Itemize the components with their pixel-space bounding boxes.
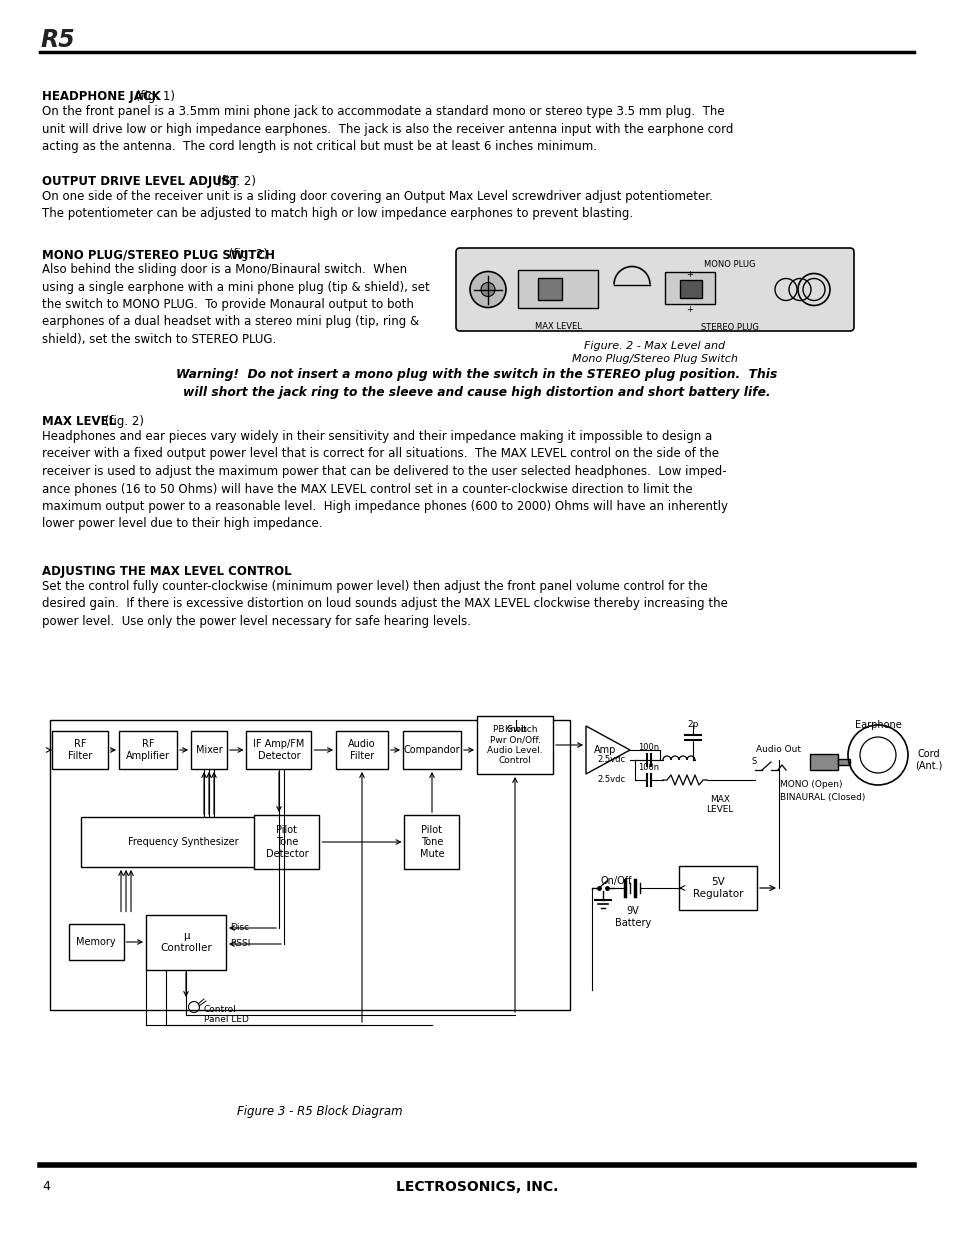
Text: IF Amp/FM
Detector: IF Amp/FM Detector [253, 740, 304, 761]
Text: (fig. 2): (fig. 2) [101, 415, 144, 429]
Bar [335, 731, 388, 769]
Text: MONO PLUG: MONO PLUG [703, 261, 755, 269]
Bar [402, 731, 460, 769]
Text: Set the control fully counter-clockwise (minimum power level) then adjust the fr: Set the control fully counter-clockwise … [42, 580, 727, 629]
Text: Also behind the sliding door is a Mono/Binaural switch.  When
using a single ear: Also behind the sliding door is a Mono/B… [42, 263, 429, 346]
Text: Pilot
Tone
Mute: Pilot Tone Mute [419, 825, 444, 858]
Text: BINAURAL (Closed): BINAURAL (Closed) [780, 793, 864, 802]
Bar [517, 270, 598, 308]
Text: Earphone: Earphone [854, 720, 901, 730]
Circle shape [480, 283, 495, 296]
Text: Cord
(Ant.): Cord (Ant.) [914, 750, 942, 771]
Text: Frequency Synthesizer: Frequency Synthesizer [128, 837, 238, 847]
Text: Control
Panel LED: Control Panel LED [204, 1005, 249, 1024]
Text: Headphones and ear pieces vary widely in their sensitivity and their impedance m: Headphones and ear pieces vary widely in… [42, 430, 727, 531]
Polygon shape [585, 726, 629, 774]
Text: Memory: Memory [76, 937, 115, 947]
Text: 2.5vdc: 2.5vdc [598, 756, 625, 764]
Text: On/Off: On/Off [599, 876, 631, 885]
Circle shape [470, 272, 505, 308]
Text: (fig. 2): (fig. 2) [213, 175, 256, 188]
Text: Disc: Disc [230, 924, 249, 932]
Text: MONO PLUG/STEREO PLUG SWITCH: MONO PLUG/STEREO PLUG SWITCH [42, 248, 274, 261]
Text: HEADPHONE JACK: HEADPHONE JACK [42, 90, 161, 103]
Text: +: + [686, 270, 693, 279]
Bar [837, 760, 849, 764]
Text: RSSI: RSSI [230, 940, 250, 948]
Bar [52, 731, 108, 769]
Bar [679, 280, 701, 298]
Text: On the front panel is a 3.5mm mini phone jack to accommodate a standard mono or : On the front panel is a 3.5mm mini phone… [42, 105, 733, 153]
Text: Mono Plug/Stereo Plug Switch: Mono Plug/Stereo Plug Switch [572, 354, 738, 364]
FancyBboxPatch shape [456, 248, 853, 331]
Text: (fig. 1): (fig. 1) [132, 90, 174, 103]
Text: R5: R5 [40, 28, 74, 52]
Bar [809, 755, 837, 769]
Text: Figure 3 - R5 Block Diagram: Figure 3 - R5 Block Diagram [237, 1105, 402, 1118]
Text: MONO (Open): MONO (Open) [780, 781, 841, 789]
Text: LECTROSONICS, INC.: LECTROSONICS, INC. [395, 1179, 558, 1194]
Text: RF
Filter: RF Filter [68, 740, 92, 761]
Text: MAX LEVEL: MAX LEVEL [534, 322, 580, 331]
Text: PB Switch
Pwr On/Off.
Audio Level.
Control: PB Switch Pwr On/Off. Audio Level. Contr… [487, 725, 542, 766]
Bar [191, 731, 227, 769]
Bar [679, 866, 757, 910]
Text: 2.5vdc: 2.5vdc [598, 776, 625, 784]
Text: Figure. 2 - Max Level and: Figure. 2 - Max Level and [584, 341, 725, 351]
Text: 5V
Regulator: 5V Regulator [692, 877, 742, 899]
Text: 2p: 2p [686, 720, 698, 729]
Text: Knob: Knob [504, 725, 527, 734]
Text: RF
Amplifier: RF Amplifier [126, 740, 170, 761]
Bar [254, 815, 319, 869]
Text: μ
Controller: μ Controller [160, 931, 212, 952]
Text: Audio Out: Audio Out [755, 745, 801, 755]
Bar [404, 815, 459, 869]
Text: OUTPUT DRIVE LEVEL ADJUST: OUTPUT DRIVE LEVEL ADJUST [42, 175, 238, 188]
Text: MAX
LEVEL: MAX LEVEL [705, 795, 733, 814]
Text: S: S [751, 757, 756, 767]
Text: STEREO PLUG: STEREO PLUG [700, 324, 759, 332]
Text: 4: 4 [42, 1179, 50, 1193]
Text: MAX LEVEL: MAX LEVEL [42, 415, 116, 429]
Text: Mixer: Mixer [195, 745, 222, 755]
Bar [119, 731, 177, 769]
Bar [476, 716, 553, 774]
Bar [146, 914, 226, 969]
Text: On one side of the receiver unit is a sliding door covering an Output Max Level : On one side of the receiver unit is a sl… [42, 190, 712, 221]
Bar [246, 731, 312, 769]
Bar [537, 278, 561, 300]
Bar [80, 818, 285, 867]
Text: Pilot
Tone
Detector: Pilot Tone Detector [265, 825, 308, 858]
Text: (fig. 2): (fig. 2) [225, 248, 268, 261]
Text: +: + [686, 305, 693, 314]
Text: Amp: Amp [593, 745, 616, 755]
Text: ADJUSTING THE MAX LEVEL CONTROL: ADJUSTING THE MAX LEVEL CONTROL [42, 564, 292, 578]
Bar [664, 272, 714, 304]
Text: 100n: 100n [638, 763, 659, 772]
Text: Warning!  Do not insert a mono plug with the switch in the STEREO plug position.: Warning! Do not insert a mono plug with … [176, 368, 777, 399]
Text: 9V
Battery: 9V Battery [615, 906, 651, 927]
Bar [69, 924, 123, 960]
Bar [50, 720, 569, 1010]
Text: Audio
Filter: Audio Filter [348, 740, 375, 761]
Text: 100n: 100n [638, 743, 659, 752]
Text: Compandor: Compandor [403, 745, 460, 755]
